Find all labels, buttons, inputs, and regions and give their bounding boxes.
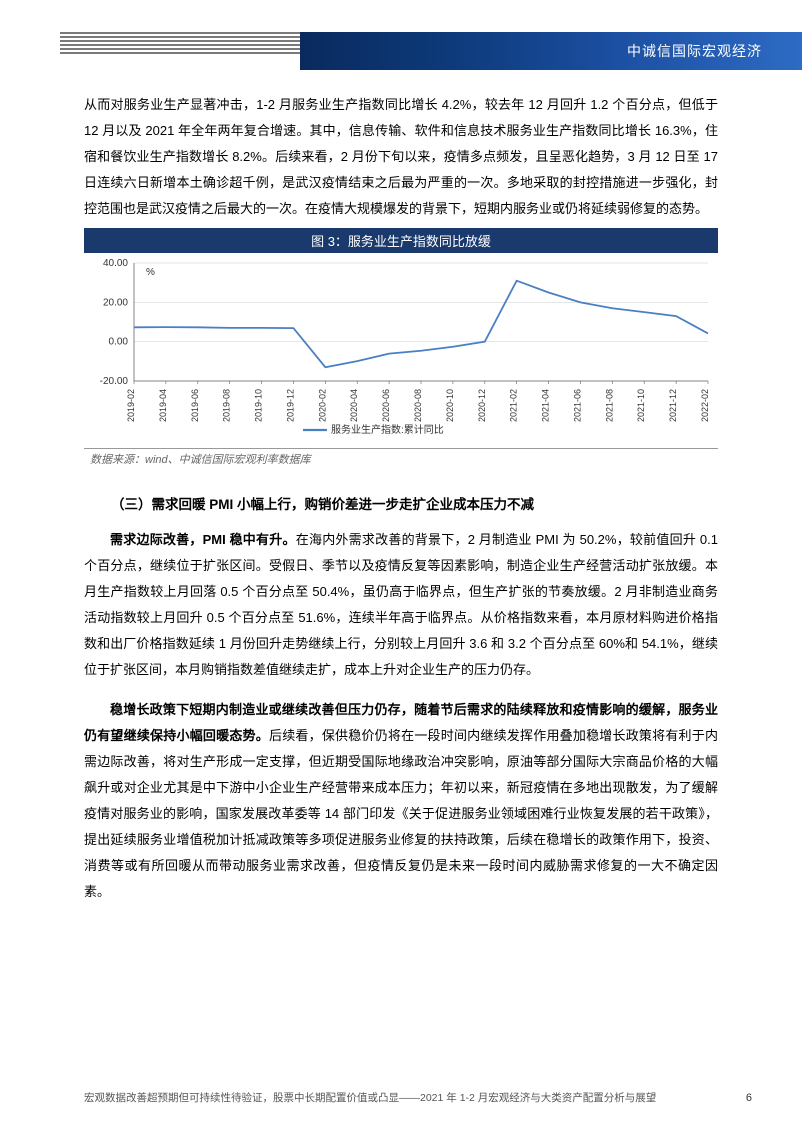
svg-text:2019-12: 2019-12 bbox=[285, 389, 295, 422]
svg-text:20.00: 20.00 bbox=[103, 297, 128, 308]
para1-bold: 需求边际改善，PMI 稳中有升。 bbox=[110, 532, 296, 547]
svg-text:2020-06: 2020-06 bbox=[381, 389, 391, 422]
svg-text:服务业生产指数:累计同比: 服务业生产指数:累计同比 bbox=[331, 423, 444, 436]
svg-text:2021-08: 2021-08 bbox=[604, 389, 614, 422]
svg-text:2020-12: 2020-12 bbox=[477, 389, 487, 422]
page-footer: 宏观数据改善超预期但可持续性待验证，股票中长期配置价值或凸显——2021 年 1… bbox=[84, 1090, 752, 1105]
svg-text:2019-02: 2019-02 bbox=[126, 389, 136, 422]
section-3-para-1: 需求边际改善，PMI 稳中有升。在海内外需求改善的背景下，2 月制造业 PMI … bbox=[84, 527, 718, 683]
header-stripe bbox=[60, 32, 300, 56]
svg-text:2019-10: 2019-10 bbox=[254, 389, 264, 422]
svg-text:2019-04: 2019-04 bbox=[158, 389, 168, 422]
chart-title: 图 3：服务业生产指数同比放缓 bbox=[84, 228, 718, 253]
svg-text:2019-06: 2019-06 bbox=[190, 389, 200, 422]
svg-text:0.00: 0.00 bbox=[109, 337, 129, 348]
chart-container: -20.00 0.00 20.00 40.00% 2019-02 2019-04 2019-… bbox=[84, 253, 718, 448]
svg-text:2020-02: 2020-02 bbox=[317, 389, 327, 422]
svg-text:2021-10: 2021-10 bbox=[636, 389, 646, 422]
footer-text: 宏观数据改善超预期但可持续性待验证，股票中长期配置价值或凸显——2021 年 1… bbox=[84, 1090, 656, 1105]
page-content: 从而对服务业生产显著冲击，1-2 月服务业生产指数同比增长 4.2%，较去年 1… bbox=[84, 92, 718, 919]
svg-text:2021-06: 2021-06 bbox=[572, 389, 582, 422]
line-chart: -20.00 0.00 20.00 40.00% 2019-02 2019-04 2019-… bbox=[84, 253, 718, 443]
svg-text:2021-04: 2021-04 bbox=[541, 389, 551, 422]
para2-rest: 后续看，保供稳价仍将在一段时间内继续发挥作用叠加稳增长政策将有利于内需边际改善，… bbox=[84, 728, 718, 899]
svg-text:2020-10: 2020-10 bbox=[445, 389, 455, 422]
header-title: 中诚信国际宏观经济 bbox=[627, 41, 762, 61]
section-3-heading: （三）需求回暖 PMI 小幅上行，购销价差进一步走扩企业成本压力不减 bbox=[84, 493, 718, 513]
page-number: 6 bbox=[746, 1092, 752, 1104]
page-header: 中诚信国际宏观经济 bbox=[60, 32, 802, 70]
svg-text:2022-02: 2022-02 bbox=[700, 389, 710, 422]
chart-source: 数据来源：wind、中诚信国际宏观利率数据库 bbox=[84, 448, 718, 469]
svg-text:2019-08: 2019-08 bbox=[222, 389, 232, 422]
section-3-para-2: 稳增长政策下短期内制造业或继续改善但压力仍存，随着节后需求的陆续释放和疫情影响的… bbox=[84, 697, 718, 905]
para1-rest: 在海内外需求改善的背景下，2 月制造业 PMI 为 50.2%，较前值回升 0.… bbox=[84, 532, 718, 677]
svg-text:2020-08: 2020-08 bbox=[413, 389, 423, 422]
svg-text:-20.00: -20.00 bbox=[100, 376, 129, 387]
intro-paragraph: 从而对服务业生产显著冲击，1-2 月服务业生产指数同比增长 4.2%，较去年 1… bbox=[84, 92, 718, 222]
svg-text:%: % bbox=[146, 267, 155, 278]
svg-text:40.00: 40.00 bbox=[103, 258, 128, 269]
svg-text:2021-02: 2021-02 bbox=[509, 389, 519, 422]
svg-text:2020-04: 2020-04 bbox=[349, 389, 359, 422]
header-banner: 中诚信国际宏观经济 bbox=[300, 32, 802, 70]
svg-text:2021-12: 2021-12 bbox=[668, 389, 678, 422]
